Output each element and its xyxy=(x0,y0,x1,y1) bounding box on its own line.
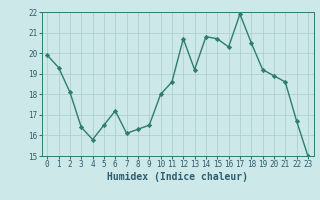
X-axis label: Humidex (Indice chaleur): Humidex (Indice chaleur) xyxy=(107,172,248,182)
